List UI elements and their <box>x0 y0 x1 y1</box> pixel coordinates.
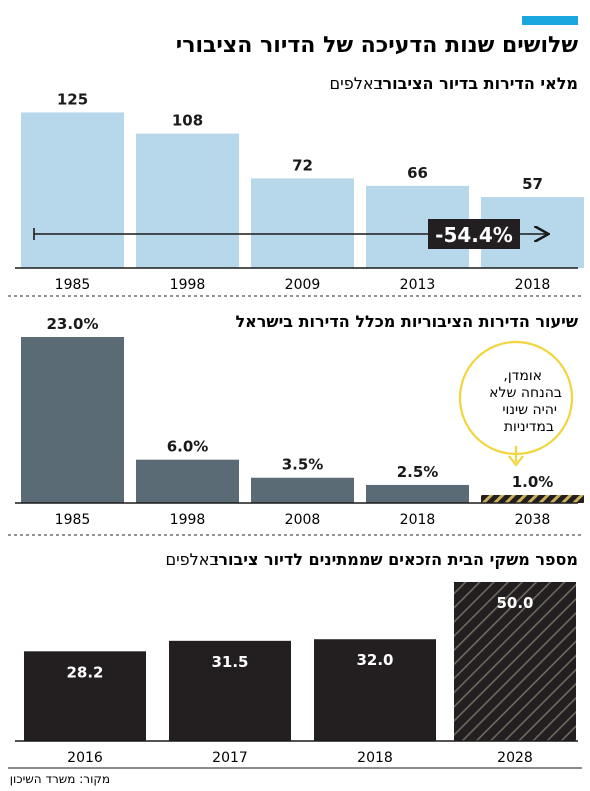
chart-1-value-label: 57 <box>522 175 543 193</box>
chart-2-value-label: 23.0% <box>46 315 98 333</box>
chart-3-value-label: 32.0 <box>356 651 393 669</box>
page-title: שלושים שנות הדעיכה של הדיור הציבורי <box>176 33 579 58</box>
chart-1-value-label: 72 <box>292 156 313 174</box>
chart-2-category-label: 2038 <box>515 512 551 528</box>
chart-1-value-label: 108 <box>172 112 203 130</box>
estimate-callout-line-3: יהיה שינוי <box>502 402 557 418</box>
chart-2-bar-1998 <box>136 459 239 503</box>
chart-1-stock: מלאי הדירות בדיור הציבוריבאלפים 125 1985 1… <box>15 74 584 293</box>
estimate-callout-arrowhead <box>508 455 524 467</box>
chart-1-bar-2009 <box>251 178 354 268</box>
estimate-callout-line-4: במדיניות <box>504 419 554 435</box>
chart-2-bar-2038 <box>481 495 584 503</box>
source-note: מקור: משרד השיכון <box>10 772 110 786</box>
chart-2-value-label: 1.0% <box>512 473 554 491</box>
estimate-callout-line-2: בהנחה שלא <box>489 385 562 401</box>
chart-1-bar-1998 <box>136 133 239 268</box>
chart-1-value-label: 66 <box>407 164 428 182</box>
chart-2-value-label: 2.5% <box>397 463 439 481</box>
chart-1-category-label: 2018 <box>515 277 551 293</box>
chart-3-category-label: 2018 <box>357 750 393 766</box>
chart-3-title: מספר משקי הבית הזכאים שממתינים לדיור ציב… <box>165 550 578 569</box>
chart-1-change-label: -54.4% <box>435 223 513 247</box>
chart-1-category-label: 1998 <box>170 277 206 293</box>
chart-2-bar-1985 <box>21 337 124 503</box>
estimate-callout: אומדן, בהנחה שלא יהיה שינוי במדיניות <box>458 340 574 467</box>
chart-3-category-label: 2028 <box>497 750 533 766</box>
chart-3-category-label: 2016 <box>67 750 103 766</box>
chart-3-title-main: מספר משקי הבית הזכאים שממתינים לדיור ציב… <box>214 550 578 569</box>
chart-2-share: שיעור הדירות הציבוריות מכלל הדירות בישרא… <box>15 312 584 528</box>
chart-2-category-label: 2018 <box>400 512 436 528</box>
estimate-callout-line-1: אומדן, <box>503 368 542 384</box>
chart-1-title-unit: באלפים <box>330 74 383 93</box>
chart-3-title-unit: באלפים <box>165 550 218 569</box>
chart-1-title: מלאי הדירות בדיור הציבוריבאלפים <box>330 74 578 93</box>
chart-3-bar-2016 <box>24 651 146 741</box>
chart-2-category-label: 2008 <box>285 512 321 528</box>
chart-1-change-badge <box>428 219 520 249</box>
chart-3-value-label: 50.0 <box>496 594 533 612</box>
chart-3-value-label: 31.5 <box>211 653 248 671</box>
chart-2-value-label: 3.5% <box>282 456 324 474</box>
chart-1-bar-1985 <box>21 112 124 268</box>
chart-2-category-label: 1998 <box>170 512 206 528</box>
chart-3-waiting: מספר משקי הבית הזכאים שממתינים לדיור ציב… <box>15 550 578 766</box>
chart-1-value-label: 125 <box>57 90 88 108</box>
chart-1-category-label: 2013 <box>400 277 436 293</box>
chart-3-bar-2018 <box>314 639 436 741</box>
chart-1-title-main: מלאי הדירות בדיור הציבורי <box>378 74 578 93</box>
accent-bar <box>522 16 578 25</box>
chart-2-title: שיעור הדירות הציבוריות מכלל הדירות בישרא… <box>235 312 578 331</box>
chart-3-value-label: 28.2 <box>66 663 103 681</box>
chart-3-category-label: 2017 <box>212 750 248 766</box>
chart-2-bar-2018 <box>366 484 469 503</box>
chart-2-bar-2008 <box>251 477 354 503</box>
chart-1-category-label: 2009 <box>285 277 321 293</box>
chart-3-bar-2017 <box>169 640 291 741</box>
chart-2-category-label: 1985 <box>55 512 91 528</box>
chart-3-bar-2028 <box>454 582 576 741</box>
chart-1-category-label: 1985 <box>55 277 91 293</box>
chart-2-value-label: 6.0% <box>167 438 209 456</box>
